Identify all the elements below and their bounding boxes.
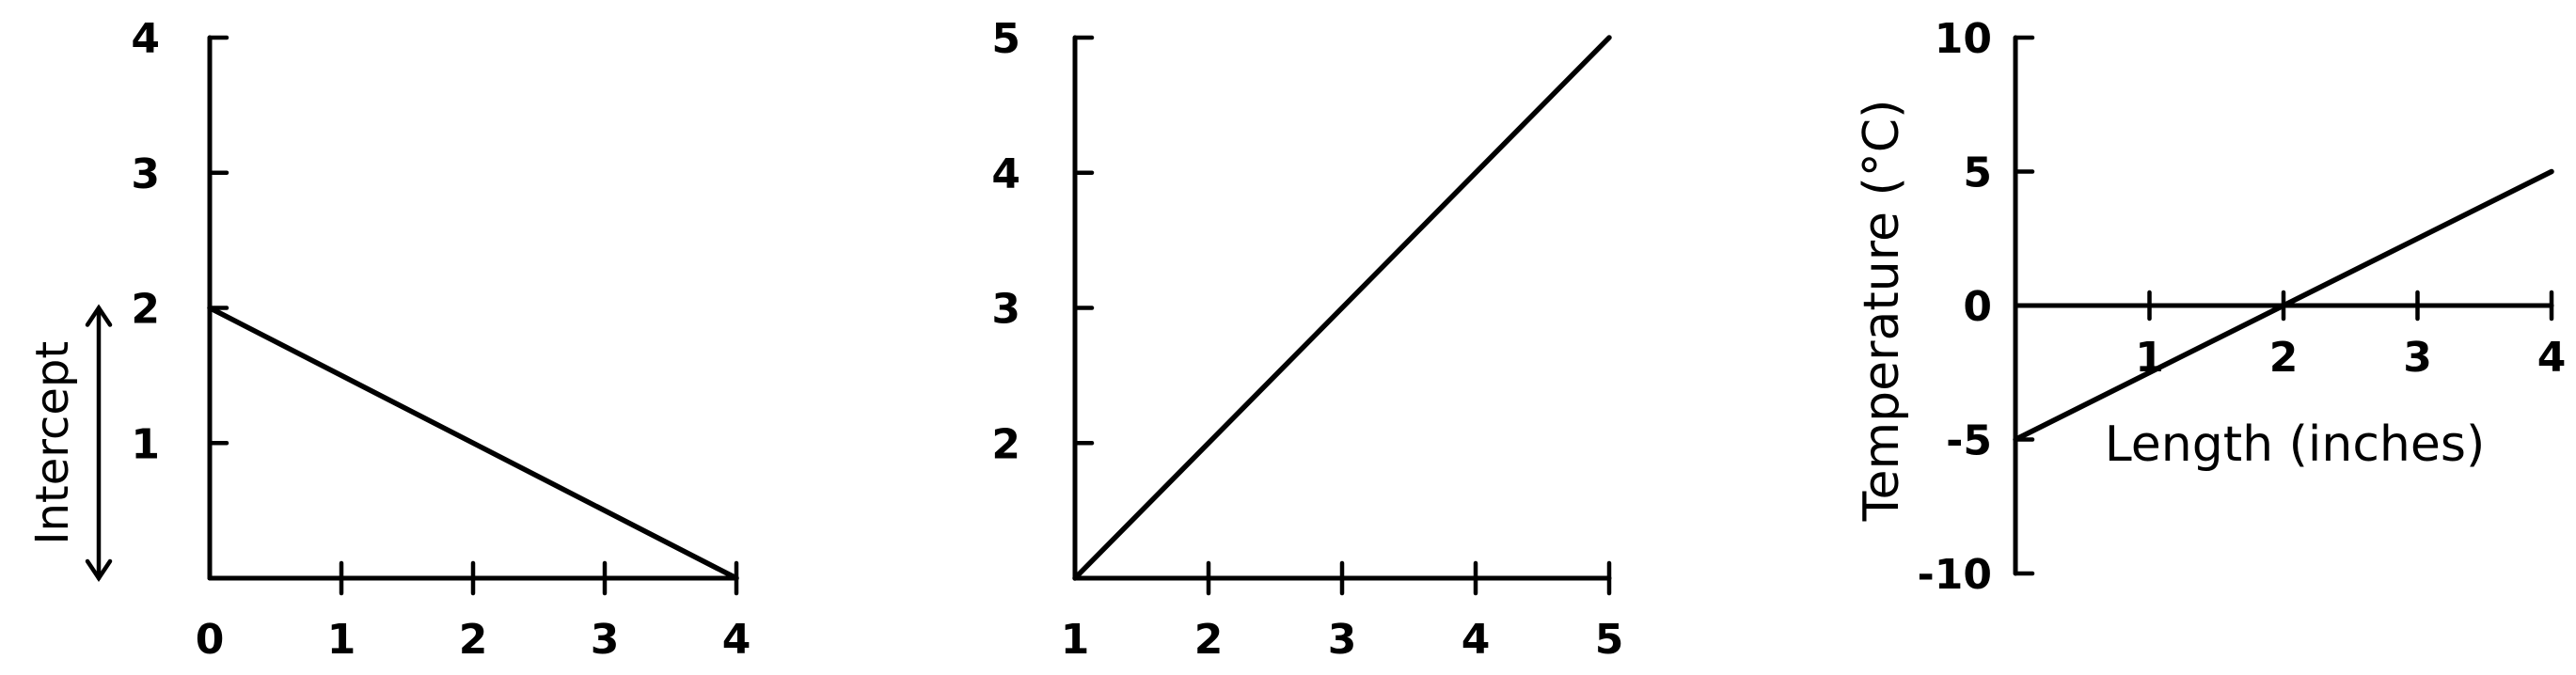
x-axis-label: Length (inches) bbox=[2105, 416, 2486, 473]
x-tick-label: 4 bbox=[2537, 334, 2567, 382]
intercept-arrow-head-top bbox=[85, 304, 113, 327]
y-tick-label: 0 bbox=[1963, 283, 1992, 331]
y-tick-label: 2 bbox=[131, 286, 160, 334]
x-tick-label: 2 bbox=[2269, 334, 2299, 382]
y-tick-label: 5 bbox=[1963, 149, 1992, 197]
x-tick-label: 0 bbox=[196, 616, 225, 664]
y-tick-label: 2 bbox=[991, 420, 1020, 468]
y-tick-label: -10 bbox=[1918, 551, 1993, 599]
x-tick-label: 3 bbox=[2403, 334, 2432, 382]
x-tick-label: 3 bbox=[1328, 616, 1357, 664]
y-tick-label: 1 bbox=[131, 420, 160, 468]
y-tick-label: 4 bbox=[131, 15, 160, 63]
series-line bbox=[207, 305, 739, 581]
x-tick-label: 4 bbox=[1462, 616, 1491, 664]
series-line bbox=[1072, 35, 1612, 581]
y-axis-label: Temperature (°C) bbox=[1854, 100, 1910, 523]
chart-2: 1 2 3 4 5 2 3 4 5 bbox=[991, 15, 1623, 664]
y-tick-label: 3 bbox=[131, 150, 160, 198]
intercept-label: Intercept bbox=[26, 341, 79, 545]
series-line bbox=[2013, 168, 2554, 443]
x-tick-label: 3 bbox=[591, 616, 620, 664]
y-tick-label: 5 bbox=[991, 15, 1020, 63]
intercept-arrow-head-bottom bbox=[85, 558, 113, 583]
x-tick-label: 1 bbox=[327, 616, 356, 664]
y-tick-label: 10 bbox=[1935, 15, 1992, 63]
chart-1: 0 1 2 3 4 1 2 3 4 Intercept bbox=[26, 15, 751, 664]
y-tick-label: -5 bbox=[1946, 417, 1992, 465]
x-tick-label: 2 bbox=[1194, 616, 1224, 664]
x-tick-label: 1 bbox=[1061, 616, 1090, 664]
y-tick-label: 3 bbox=[991, 286, 1020, 334]
x-tick-label: 2 bbox=[459, 616, 488, 664]
x-tick-label: 4 bbox=[722, 616, 751, 664]
x-tick-label: 5 bbox=[1595, 616, 1624, 664]
y-tick-label: 4 bbox=[991, 150, 1020, 198]
